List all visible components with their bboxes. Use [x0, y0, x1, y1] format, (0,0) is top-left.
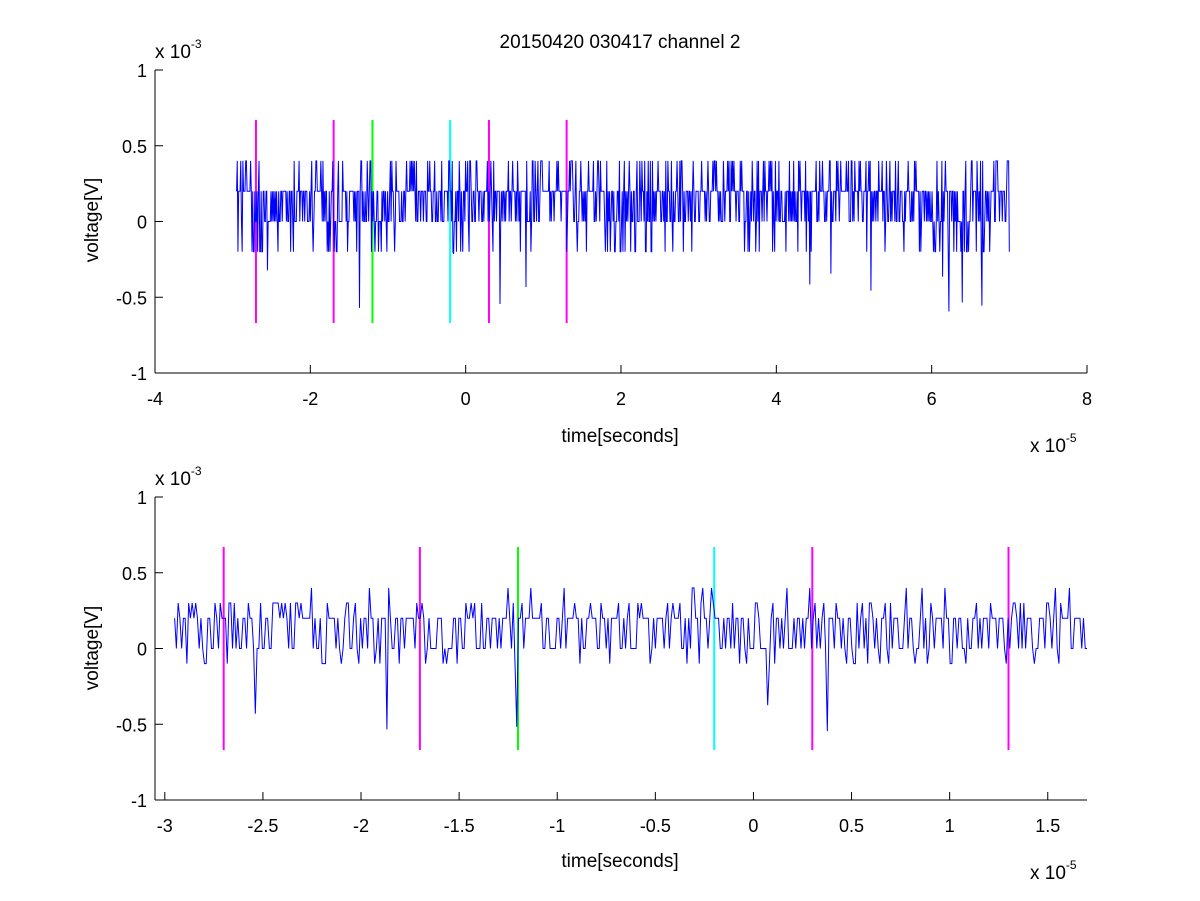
x-tick-label: -1 [549, 816, 565, 836]
x-tick-label: 1 [945, 816, 955, 836]
bottom-signal [174, 587, 1087, 732]
signal-trace [236, 160, 1010, 312]
top-signal [236, 160, 1010, 312]
bottom-y-multiplier: x 10 [155, 469, 191, 490]
x-tick-label: -1.5 [444, 816, 475, 836]
x-tick-label: 0.5 [839, 816, 864, 836]
bottom-x-axis-label: time[seconds] [561, 851, 678, 872]
x-tick-label: 0 [748, 816, 758, 836]
y-tick-label: 0.5 [122, 137, 147, 157]
bottom-x-exponent: -5 [1066, 858, 1077, 872]
y-tick-label: 1 [137, 61, 147, 81]
y-tick-label: 0 [137, 640, 147, 660]
top-x-axis-label: time[seconds] [561, 426, 678, 447]
x-tick-label: -0.5 [640, 816, 671, 836]
top-plot: 20150420 030417 channel 2 x 10-3 x 10-5 … [82, 32, 1092, 457]
signal-trace [174, 587, 1087, 732]
bottom-y-exponent: -3 [191, 464, 202, 478]
x-tick-label: 8 [1082, 389, 1092, 409]
x-tick-label: 6 [927, 389, 937, 409]
x-tick-label: 2 [616, 389, 626, 409]
y-tick-label: -0.5 [116, 715, 147, 735]
y-tick-label: -1 [131, 364, 147, 384]
y-tick-label: -1 [131, 791, 147, 811]
bottom-axes: -3 -2.5 -2 -1.5 -1 -0.5 0 0.5 1 1.5 -1 -0.5 0 0.5 1 [116, 488, 1087, 836]
bottom-plot: x 10-3 x 10-5 time[seconds] voltage[V] -… [82, 464, 1087, 884]
x-tick-label: 4 [771, 389, 781, 409]
y-tick-label: 0.5 [122, 564, 147, 584]
x-tick-label: -2 [302, 389, 318, 409]
x-tick-label: 0 [461, 389, 471, 409]
x-tick-label: 1.5 [1035, 816, 1060, 836]
bottom-y-axis-label: voltage[V] [82, 606, 103, 691]
top-x-multiplier: x 10 [1030, 436, 1066, 457]
top-axes: -4 -2 0 2 4 6 8 -1 -0.5 0 0.5 1 [116, 61, 1092, 409]
top-x-exponent: -5 [1066, 431, 1077, 445]
x-tick-label: -4 [147, 389, 163, 409]
bottom-x-exponent-label: x 10-5 [1030, 858, 1077, 884]
top-y-exponent: -3 [191, 37, 202, 51]
x-tick-label: -2.5 [247, 816, 278, 836]
y-tick-label: 0 [137, 213, 147, 233]
bottom-x-multiplier: x 10 [1030, 863, 1066, 884]
top-plot-title: 20150420 030417 channel 2 [500, 32, 741, 53]
top-y-axis-label: voltage[V] [82, 178, 103, 263]
top-x-exponent-label: x 10-5 [1030, 431, 1077, 457]
y-tick-label: 1 [137, 488, 147, 508]
x-tick-label: -2 [353, 816, 369, 836]
x-tick-label: -3 [157, 816, 173, 836]
top-y-multiplier: x 10 [155, 42, 191, 63]
bottom-y-exponent-label: x 10-3 [155, 464, 202, 490]
y-tick-label: -0.5 [116, 288, 147, 308]
top-y-exponent-label: x 10-3 [155, 37, 202, 63]
